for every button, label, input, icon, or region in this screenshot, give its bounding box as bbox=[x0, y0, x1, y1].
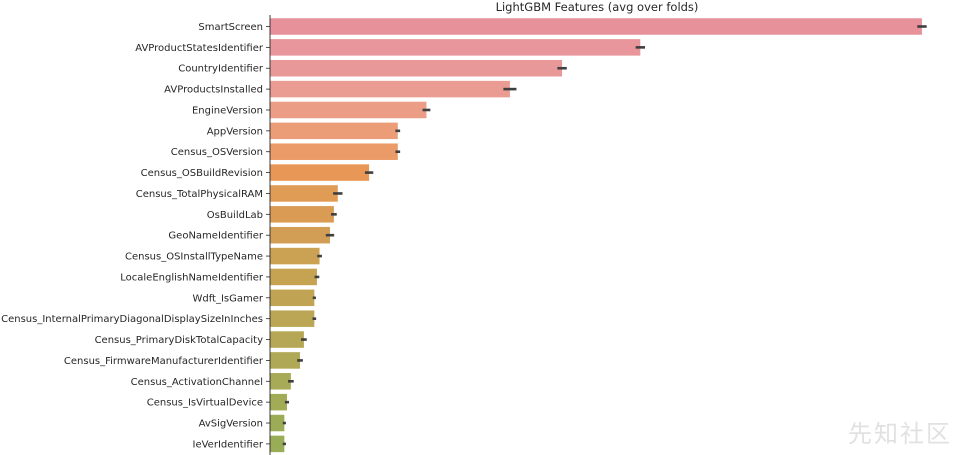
bar-AvSigVersion bbox=[270, 414, 285, 432]
y-tick-label: EngineVersion bbox=[192, 105, 263, 116]
y-tick-label: IeVerIdentifier bbox=[193, 439, 264, 450]
bar-EngineVersion bbox=[270, 101, 427, 119]
y-tick-label: LocaleEnglishNameIdentifier bbox=[120, 272, 264, 283]
chart-title: LightGBM Features (avg over folds) bbox=[496, 0, 699, 14]
bars-layer bbox=[270, 18, 922, 453]
y-tick-label: Census_IsVirtualDevice bbox=[147, 398, 263, 409]
bar-Census_TotalPhysicalRAM bbox=[270, 185, 338, 202]
bar-GeoNameIdentifier bbox=[270, 226, 330, 244]
bar-AVProductStatesIdentifier bbox=[270, 39, 641, 56]
y-tick-label: Census_ActivationChannel bbox=[131, 377, 263, 388]
bar-OsBuildLab bbox=[270, 206, 334, 223]
error-bars-layer bbox=[282, 25, 927, 446]
watermark: 先知社区 bbox=[848, 420, 952, 448]
bar-Census_InternalPrimaryDiagonalDisplaySizeInInches bbox=[270, 310, 315, 327]
bar-Census_FirmwareManufacturerIdentifier bbox=[270, 352, 300, 369]
bar-SmartScreen bbox=[270, 18, 922, 35]
y-tick-label: CountryIdentifier bbox=[178, 64, 264, 75]
y-tick-label: AVProductStatesIdentifier bbox=[135, 43, 264, 54]
y-tick-label: Census_PrimaryDiskTotalCapacity bbox=[95, 335, 263, 346]
y-tick-label: GeoNameIdentifier bbox=[168, 231, 263, 242]
y-tick-label: AvSigVersion bbox=[199, 419, 263, 430]
y-tick-label: Census_TotalPhysicalRAM bbox=[136, 189, 263, 200]
y-tick-label: Wdft_IsGamer bbox=[192, 293, 263, 304]
bar-CountryIdentifier bbox=[270, 59, 563, 77]
bar-LocaleEnglishNameIdentifier bbox=[270, 268, 317, 286]
bar-Census_OSInstallTypeName bbox=[270, 247, 320, 265]
y-tick-label: Census_FirmwareManufacturerIdentifier bbox=[64, 356, 264, 367]
bar-AVProductsInstalled bbox=[270, 80, 510, 98]
bar-IeVerIdentifier bbox=[270, 435, 285, 453]
y-tick-label: Census_OSBuildRevision bbox=[141, 168, 263, 179]
y-tick-label: Census_InternalPrimaryDiagonalDisplaySiz… bbox=[1, 314, 263, 325]
bar-Census_IsVirtualDevice bbox=[270, 393, 287, 411]
y-tick-label: AVProductsInstalled bbox=[164, 85, 263, 96]
y-tick-label: Census_OSVersion bbox=[171, 147, 263, 158]
y-tick-labels: SmartScreen AVProductStatesIdentifier Coun… bbox=[1, 22, 270, 450]
bar-AppVersion bbox=[270, 122, 398, 140]
y-tick-label: OsBuildLab bbox=[207, 210, 263, 221]
y-tick-label: Census_OSInstallTypeName bbox=[125, 252, 263, 263]
bar-Wdft_IsGamer bbox=[270, 289, 315, 307]
bar-Census_ActivationChannel bbox=[270, 373, 291, 390]
y-tick-label: SmartScreen bbox=[198, 22, 263, 33]
y-tick-label: AppVersion bbox=[207, 126, 263, 137]
bar-Census_PrimaryDiskTotalCapacity bbox=[270, 331, 304, 348]
bar-Census_OSVersion bbox=[270, 143, 398, 160]
bar-Census_OSBuildRevision bbox=[270, 164, 370, 181]
